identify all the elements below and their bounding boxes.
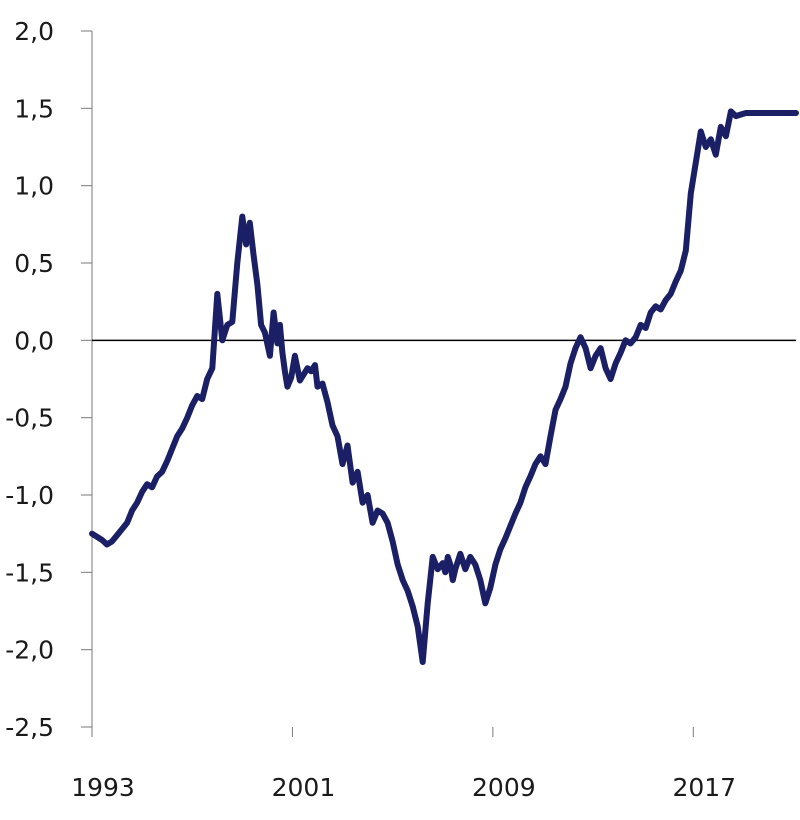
y-tick-label: 0,0 xyxy=(14,326,54,355)
series-line xyxy=(89,108,799,665)
x-tick-label: 1993 xyxy=(71,773,135,802)
x-axis: 1993 2001 2009 2017 xyxy=(71,727,736,802)
y-tick-label: 1,5 xyxy=(14,94,54,123)
y-tick-label: -2,5 xyxy=(5,713,54,742)
x-tick-label: 2001 xyxy=(272,773,336,802)
y-tick-label: 2,0 xyxy=(14,17,54,46)
y-tick-label: 1,0 xyxy=(14,172,54,201)
y-tick-label: -0,5 xyxy=(5,404,54,433)
y-tick-label: -1,5 xyxy=(5,558,54,587)
x-tick-label: 2009 xyxy=(472,773,536,802)
y-tick-label: -1,0 xyxy=(5,481,54,510)
y-tick-label: 0,5 xyxy=(14,249,54,278)
x-tick-label: 2017 xyxy=(672,773,736,802)
y-tick-label: -2,0 xyxy=(5,636,54,665)
y-axis: 2,0 1,5 1,0 0,5 0,0 -0,5 -1,0 -1,5 -2,0 -2,5 xyxy=(5,17,93,742)
